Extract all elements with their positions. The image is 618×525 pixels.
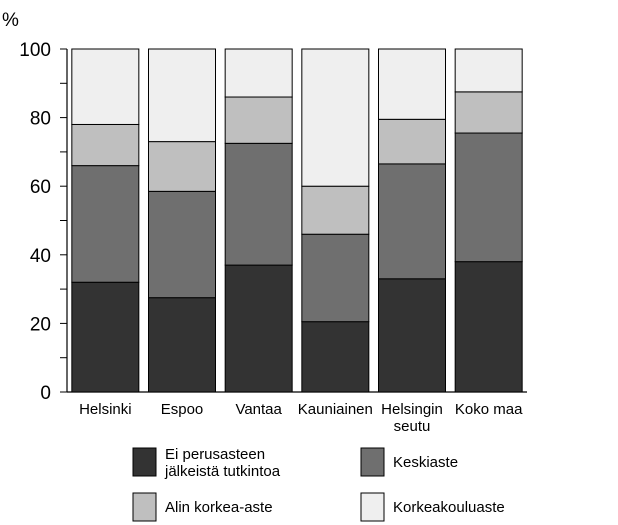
- legend-swatch: [360, 447, 385, 477]
- y-axis-unit-label: %: [2, 10, 19, 31]
- bar-segment: [454, 132, 523, 263]
- legend: Ei perusasteen jälkeistä tutkintoa Keskias…: [132, 446, 505, 522]
- bar-segment: [224, 48, 293, 98]
- legend-label: Ei perusasteen jälkeistä tutkintoa: [164, 446, 281, 480]
- y-axis: 0 20 40 60 80 100: [19, 40, 527, 404]
- y-tick-label: 40: [30, 246, 51, 267]
- legend-label: Korkeakouluaste: [393, 499, 505, 516]
- bar-segment: [71, 48, 140, 125]
- bar-segment: [301, 321, 370, 393]
- bar-segment: [378, 278, 446, 393]
- bar-stack: [378, 48, 446, 393]
- bar-segment: [378, 118, 446, 165]
- bar-segment: [378, 48, 446, 120]
- bar-segment: [71, 281, 140, 393]
- legend-item: Korkeakouluaste: [360, 492, 505, 522]
- bar-stack: [148, 48, 216, 393]
- x-tick-label: Kauniainen: [298, 401, 373, 418]
- bar-segment: [71, 165, 140, 283]
- bar-segment: [148, 141, 216, 192]
- x-axis-labels: Helsinki Espoo Vantaa Kauniainen Helsingin se…: [79, 401, 523, 435]
- bar-segment: [301, 48, 370, 187]
- x-tick-label: Helsinki: [79, 401, 132, 418]
- y-tick-label: 100: [19, 40, 51, 61]
- legend-label: Keskiaste: [393, 454, 458, 471]
- bar-segment: [224, 142, 293, 266]
- bar-segment: [148, 297, 216, 393]
- bar-segment: [301, 233, 370, 323]
- x-tick-label: Koko maa: [455, 401, 523, 418]
- bar-stack: [454, 48, 523, 393]
- y-tick-label: 20: [30, 314, 51, 335]
- bar-segment: [71, 123, 140, 167]
- y-tick-label: 80: [30, 109, 51, 130]
- y-tick-label: 60: [30, 177, 51, 198]
- bar-segment: [378, 163, 446, 280]
- legend-item: Keskiaste: [360, 447, 458, 477]
- bar-stack: [224, 48, 293, 393]
- bar-segment: [148, 190, 216, 299]
- legend-swatch: [132, 492, 157, 522]
- bar-segment: [454, 91, 523, 134]
- y-tick-label: 0: [40, 383, 51, 404]
- x-tick-label: Vantaa: [235, 401, 282, 418]
- legend-swatch: [132, 447, 157, 477]
- bar-segment: [224, 96, 293, 144]
- bar-segment: [454, 48, 523, 93]
- legend-swatch: [360, 492, 385, 522]
- bars: [71, 48, 523, 393]
- bar-segment: [301, 185, 370, 235]
- bar-segment: [454, 261, 523, 393]
- bar-stack: [301, 48, 370, 393]
- x-tick-label: Espoo: [161, 401, 204, 418]
- legend-item: Ei perusasteen jälkeistä tutkintoa: [132, 446, 281, 480]
- bar-segment: [224, 264, 293, 393]
- bar-stack: [71, 48, 140, 393]
- bar-segment: [148, 48, 216, 143]
- legend-label: Alin korkea-aste: [165, 499, 273, 516]
- legend-item: Alin korkea-aste: [132, 492, 273, 522]
- x-tick-label: Helsingin seutu: [381, 401, 443, 435]
